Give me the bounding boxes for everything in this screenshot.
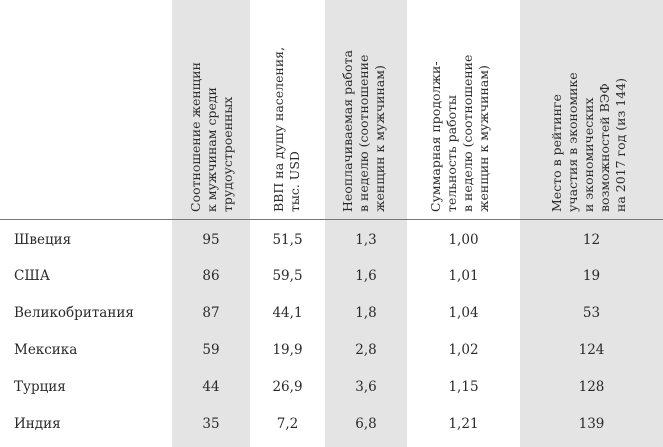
header-line: тыс. USD: [287, 151, 302, 212]
cell-total-work: 1,02: [448, 342, 479, 358]
cell-wef-rank: 53: [582, 305, 601, 321]
cell-gdp: 19,9: [272, 342, 303, 358]
header-line: и экономических: [581, 97, 596, 212]
cell-gdp: 7,2: [276, 416, 299, 432]
header-line: в неделю (соотношение: [356, 54, 371, 212]
cell-total-work: 1,00: [448, 232, 479, 248]
cell-gdp: 51,5: [272, 232, 303, 248]
header-line: Место в рейтинге: [549, 94, 564, 212]
cell-total-work: 1,04: [448, 305, 479, 321]
cell-total-work: 1,21: [448, 416, 479, 432]
cell-unpaid-work: 1,3: [355, 232, 377, 248]
header-line: Неоплачиваемая работа: [340, 50, 355, 212]
header-line: возможностей ВЭФ: [597, 83, 612, 212]
cell-unpaid-work: 1,8: [355, 305, 377, 321]
country-name: Мексика: [14, 342, 78, 358]
country-name: Великобритания: [14, 305, 134, 321]
header-line: на 2017 год (из 144): [613, 77, 628, 212]
header-line: Суммарная продолжи-: [428, 61, 443, 212]
cell-employment-ratio: 35: [202, 416, 220, 432]
header-line: тельность работы: [444, 95, 459, 212]
cell-total-work: 1,15: [448, 379, 479, 395]
header-line: ВВП на душу населения,: [271, 46, 286, 212]
cell-employment-ratio: 59: [202, 342, 220, 358]
cell-wef-rank: 124: [578, 342, 605, 358]
cell-unpaid-work: 1,6: [355, 268, 377, 284]
header-line: Соотношение женщин: [188, 62, 203, 212]
cell-employment-ratio: 95: [202, 232, 220, 248]
cell-wef-rank: 139: [578, 416, 605, 432]
table-row: Мексика 59 19,9 2,8 1,02 124: [0, 332, 663, 368]
cell-total-work: 1,01: [448, 268, 479, 284]
table-row: США 86 59,5 1,6 1,01 19: [0, 258, 663, 294]
header-line: трудоустроенных: [220, 96, 235, 212]
country-name: Турция: [14, 379, 66, 395]
cell-unpaid-work: 6,8: [355, 416, 377, 432]
cell-wef-rank: 128: [578, 379, 605, 395]
cell-gdp: 26,9: [272, 379, 303, 395]
header-line: женщин к мужчинам): [372, 65, 387, 212]
table-row: Швеция 95 51,5 1,3 1,00 12: [0, 222, 663, 258]
table-row: Турция 44 26,9 3,6 1,15 128: [0, 369, 663, 405]
cell-unpaid-work: 2,8: [355, 342, 377, 358]
column-shade-5: [520, 0, 663, 447]
country-name: Индия: [14, 416, 61, 432]
header-line: в неделю (соотношение: [460, 54, 475, 212]
cell-unpaid-work: 3,6: [355, 379, 377, 395]
header-divider: [0, 219, 663, 220]
cell-gdp: 59,5: [272, 268, 303, 284]
cell-wef-rank: 19: [582, 268, 601, 284]
cell-employment-ratio: 86: [202, 268, 220, 284]
header-line: участия в экономике: [565, 72, 580, 212]
cell-employment-ratio: 87: [202, 305, 220, 321]
cell-wef-rank: 12: [582, 232, 601, 248]
country-name: США: [14, 268, 50, 284]
column-shade-1: [172, 0, 250, 447]
cell-gdp: 44,1: [272, 305, 303, 321]
table-row: Индия 35 7,2 6,8 1,21 139: [0, 406, 663, 442]
header-line: женщин к мужчинам): [476, 65, 491, 212]
country-name: Швеция: [14, 232, 72, 248]
column-shade-3: [325, 0, 407, 447]
header-line: к мужчинам среди: [204, 87, 219, 212]
table-row: Великобритания 87 44,1 1,8 1,04 53: [0, 295, 663, 331]
cell-employment-ratio: 44: [202, 379, 220, 395]
